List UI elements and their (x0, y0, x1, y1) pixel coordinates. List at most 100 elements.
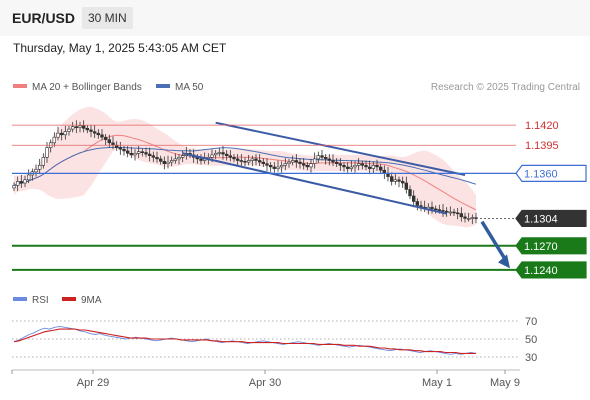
candle-body (74, 126, 79, 128)
ma20-legend-label: MA 20 + Bollinger Bands (32, 82, 142, 93)
candle-body (470, 217, 474, 219)
candle-body (133, 153, 137, 156)
price-level-tag (515, 164, 587, 182)
candle-body (441, 210, 445, 212)
candle-body (272, 166, 276, 169)
candle-body (261, 161, 265, 165)
candle-body (239, 160, 243, 162)
candle-body (320, 155, 324, 158)
candle-body (452, 211, 456, 214)
copyright-label: Research © 2025 Trading Central (431, 82, 580, 93)
candle-body (52, 136, 57, 144)
candle-body (250, 158, 254, 161)
candle-body (397, 179, 401, 182)
candle-body (129, 153, 133, 156)
candle-body (459, 213, 463, 218)
price-level-tag (515, 261, 587, 279)
candle-body (93, 131, 97, 134)
ma20-line (13, 134, 477, 211)
rsi-line (13, 325, 477, 355)
candle-body (298, 161, 302, 165)
candle-body (276, 166, 280, 169)
candle-body (15, 181, 20, 186)
candle-body (345, 166, 350, 169)
candle-body (19, 181, 23, 184)
x-tick-label: Apr 30 (249, 377, 281, 389)
candle-body (67, 128, 71, 132)
candle-body (247, 160, 251, 163)
candle-body (232, 157, 236, 160)
timeframe-badge[interactable]: 30 MIN (82, 7, 133, 29)
candle-body (34, 169, 38, 173)
candle-body (389, 176, 394, 182)
candle-body (118, 147, 123, 150)
upper-trend-line (215, 121, 466, 176)
price-levels: 1.1420 1.1395 1.1360 1.1304 1.1270 1.1240 (12, 120, 587, 279)
candle-body (257, 160, 262, 163)
candle-body (400, 181, 405, 184)
candle-body (404, 182, 408, 190)
candle-body (170, 160, 174, 163)
x-tick-label: Apr 29 (77, 377, 109, 389)
candle-body (466, 218, 471, 220)
candle-body (162, 161, 166, 165)
x-axis: Apr 29 Apr 30 May 1 May 9 (11, 370, 520, 389)
candle-body (221, 152, 225, 155)
price-level-label: 1.1240 (524, 265, 558, 277)
candle-body (107, 139, 112, 144)
candle-body (199, 158, 203, 161)
candle-body (59, 132, 64, 136)
candle-body (411, 195, 416, 202)
candle-body (312, 158, 317, 164)
candle-body (217, 152, 221, 154)
candle-body (122, 149, 126, 152)
candle-body (225, 153, 229, 157)
candle-body (474, 217, 478, 219)
candle-body (448, 211, 452, 214)
candle-body (360, 163, 364, 166)
candle-body (309, 163, 313, 168)
candle-body (331, 160, 335, 163)
candle-body (316, 155, 320, 160)
candle-body (148, 153, 152, 157)
price-level-label: 1.1270 (524, 241, 558, 253)
ma9-legend-label: 9MA (81, 295, 102, 306)
candle-body (45, 147, 49, 158)
candle-body (290, 160, 295, 163)
price-level-label: 1.1360 (524, 168, 558, 180)
candle-body (338, 163, 342, 166)
candle-body (166, 161, 170, 165)
candle-body (378, 166, 383, 171)
price-level-label: 1.1395 (525, 140, 559, 152)
price-level-label: 1.1304 (524, 213, 558, 225)
candle-body (305, 165, 309, 168)
ma50-legend-label: MA 50 (175, 82, 204, 93)
candle-body (26, 174, 31, 181)
candle-body (393, 179, 397, 182)
candle-body (177, 157, 181, 160)
candle-body (71, 126, 75, 130)
rsi-legend-swatch (13, 297, 27, 301)
rsi-tick-label: 70 (525, 316, 537, 328)
forecast-arrow-head (498, 254, 510, 269)
candle-body (126, 150, 130, 154)
candle-body (82, 125, 86, 129)
candle-body (159, 158, 163, 162)
candle-body (415, 201, 419, 206)
candle-body (236, 158, 240, 161)
candle-body (301, 163, 306, 166)
candle-body (265, 163, 269, 166)
candle-body (181, 155, 185, 158)
candle-body (85, 128, 90, 131)
candle-body (408, 189, 412, 197)
candle-body (214, 153, 218, 156)
candle-body (78, 125, 82, 128)
x-tick-label: May 9 (490, 377, 520, 389)
candle-body (268, 165, 273, 168)
candle-body (155, 157, 159, 160)
chart-header: EUR/USD 30 MIN (0, 0, 590, 36)
candle-body (433, 208, 438, 211)
rsi-legend-label: RSI (32, 295, 49, 306)
candle-body (364, 165, 368, 168)
